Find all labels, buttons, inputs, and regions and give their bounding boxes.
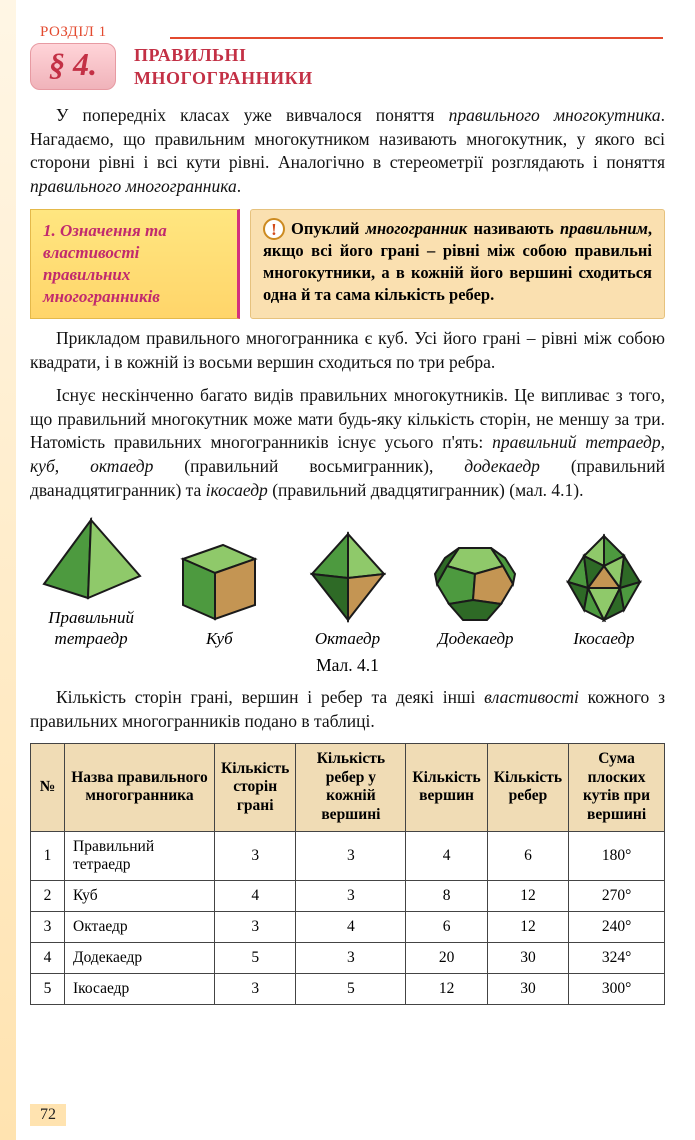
figure-caption: Ікосаедр [543,629,665,649]
th-anglesum: Сума плоских кутів при вершині [569,744,665,831]
subsection-label: 1. Означення та властивості правильних м… [30,209,240,319]
figure-cube: Куб [158,535,280,649]
table-row: 4Додекаедр532030324° [31,942,665,973]
cell-edges-vertex: 3 [296,831,406,880]
cell-edges-vertex: 3 [296,880,406,911]
figure-octahedron: Октаедр [286,530,408,649]
cell-name: Правильний тетраедр [65,831,215,880]
cell-num: 2 [31,880,65,911]
cell-edges-vertex: 5 [296,973,406,1004]
cell-name: Октаедр [65,911,215,942]
cell-vertices: 12 [406,973,487,1004]
figure-caption: Октаедр [286,629,408,649]
paragraph-intro: У попередніх класах уже вивчалося понятт… [30,104,665,199]
cell-name: Куб [65,880,215,911]
cell-num: 3 [31,911,65,942]
cell-sides: 5 [215,942,296,973]
cell-edges: 30 [487,973,568,1004]
cell-edges: 6 [487,831,568,880]
cell-anglesum: 324° [569,942,665,973]
cell-edges-vertex: 4 [296,911,406,942]
cell-vertices: 4 [406,831,487,880]
cell-num: 1 [31,831,65,880]
paragraph-table-intro: Кількість сторін грані, вершин і ребер т… [30,686,665,733]
cell-name: Ікосаедр [65,973,215,1004]
th-num: № [31,744,65,831]
cell-name: Додекаедр [65,942,215,973]
cell-anglesum: 180° [569,831,665,880]
cell-anglesum: 300° [569,973,665,1004]
cell-edges: 12 [487,880,568,911]
figure-caption: Додекаедр [415,629,537,649]
cell-edges-vertex: 3 [296,942,406,973]
th-edges: Кількість ребер [487,744,568,831]
figure-tetrahedron: Правильнийтетраедр [30,514,152,649]
cell-edges: 30 [487,942,568,973]
polyhedra-table: № Назва правильного многогранника Кількі… [30,743,665,1004]
section-title: ПРАВИЛЬНІМНОГОГРАННИКИ [134,44,313,89]
cell-num: 4 [31,942,65,973]
th-edges-vertex: Кількість ребер у кожній вершині [296,744,406,831]
paragraph-3: Існує нескінченно багато видів правильни… [30,384,665,502]
th-sides: Кількість сторін грані [215,744,296,831]
section-badge: § 4. [30,43,116,90]
table-header-row: № Назва правильного многогранника Кількі… [31,744,665,831]
cell-sides: 3 [215,973,296,1004]
cell-vertices: 20 [406,942,487,973]
cell-vertices: 6 [406,911,487,942]
cell-edges: 12 [487,911,568,942]
divider [170,37,663,39]
cell-anglesum: 240° [569,911,665,942]
page-number: 72 [30,1104,66,1126]
table-row: 2Куб43812270° [31,880,665,911]
figure-label: Мал. 4.1 [30,655,665,676]
cell-num: 5 [31,973,65,1004]
th-name: Назва правильного многогранника [65,744,215,831]
cell-vertices: 8 [406,880,487,911]
cell-anglesum: 270° [569,880,665,911]
alert-icon: ! [263,218,285,240]
figure-icosahedron: Ікосаедр [543,530,665,649]
figure-dodecahedron: Додекаедр [415,530,537,649]
figure-caption: Куб [158,629,280,649]
cell-sides: 4 [215,880,296,911]
definition-box: !Опуклий многогранник називають правильн… [250,209,665,319]
table-row: 5Ікосаедр351230300° [31,973,665,1004]
th-vertices: Кількість вершин [406,744,487,831]
paragraph-2: Прикладом правильного многогранника є ку… [30,327,665,374]
cell-sides: 3 [215,911,296,942]
cell-sides: 3 [215,831,296,880]
table-row: 1Правильний тетраедр3346180° [31,831,665,880]
table-row: 3Октаедр34612240° [31,911,665,942]
figures-row: Правильнийтетраедр Куб Октаедр [30,514,665,649]
figure-caption: Правильнийтетраедр [30,608,152,649]
